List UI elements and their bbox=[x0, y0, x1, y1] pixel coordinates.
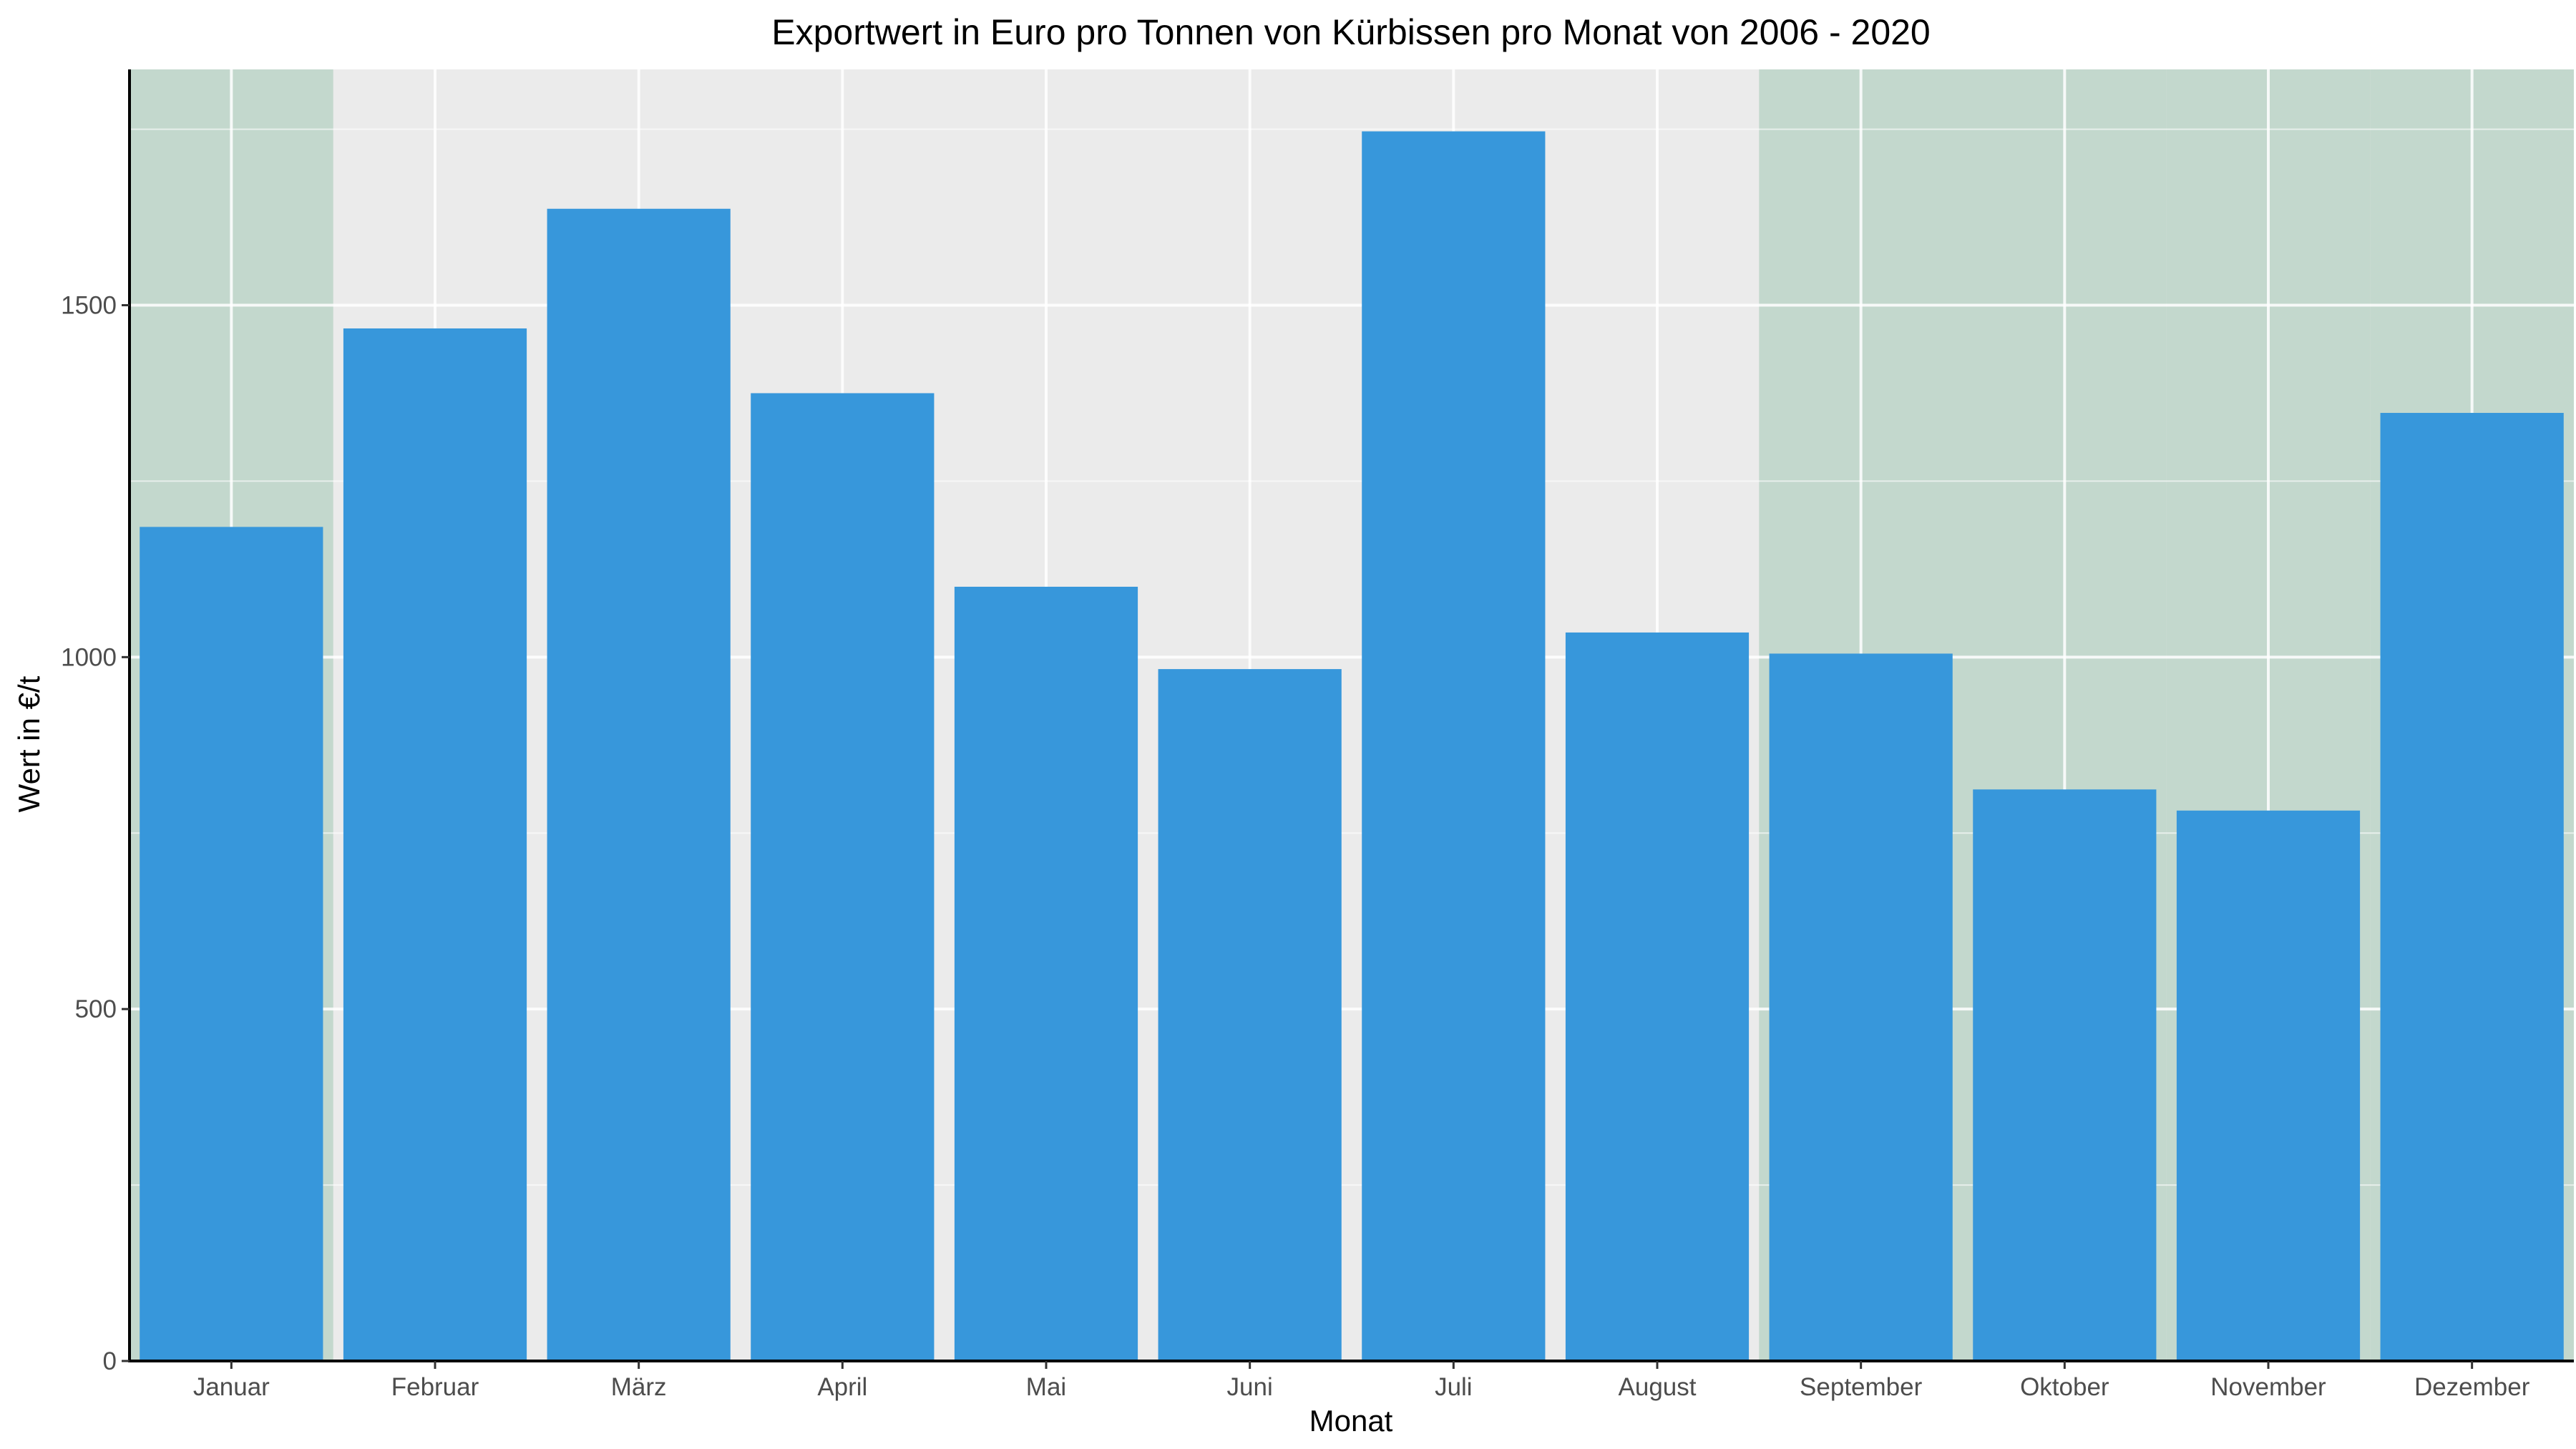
bar-august bbox=[1565, 632, 1750, 1361]
x-tick-label: Juli bbox=[1435, 1373, 1473, 1401]
y-tick-label: 1000 bbox=[61, 643, 117, 671]
bar-februar bbox=[343, 328, 527, 1361]
x-tick-label: April bbox=[817, 1373, 867, 1401]
x-tick-label: Dezember bbox=[2414, 1373, 2530, 1401]
x-tick-label: Mai bbox=[1026, 1373, 1066, 1401]
x-tick-label: Januar bbox=[193, 1373, 270, 1401]
bar-oktober bbox=[1973, 789, 2157, 1361]
bar-juli bbox=[1362, 131, 1546, 1362]
y-tick-label: 1500 bbox=[61, 292, 117, 320]
x-tick-label: März bbox=[611, 1373, 667, 1401]
x-tick-label: Februar bbox=[391, 1373, 479, 1401]
x-tick-label: August bbox=[1619, 1373, 1697, 1401]
x-axis-title: Monat bbox=[1309, 1404, 1393, 1438]
bar-april bbox=[751, 393, 935, 1362]
bar-märz bbox=[547, 208, 731, 1361]
y-tick-label: 0 bbox=[103, 1347, 117, 1375]
y-axis-title: Wert in €/t bbox=[12, 675, 46, 812]
bar-mai bbox=[954, 586, 1138, 1361]
x-tick-label: Juni bbox=[1227, 1373, 1273, 1401]
plot-area: 0 500 1000 1500 Januar Februar März April Mai Jun… bbox=[61, 69, 2574, 1401]
x-tick-label: November bbox=[2210, 1373, 2326, 1401]
y-tick-label: 500 bbox=[75, 995, 117, 1023]
bar-juni bbox=[1158, 669, 1342, 1361]
bar-november bbox=[2176, 810, 2361, 1361]
x-tick-label: September bbox=[1800, 1373, 1923, 1401]
x-tick-label: Oktober bbox=[2020, 1373, 2109, 1401]
bar-september bbox=[1769, 653, 1953, 1361]
bar-dezember bbox=[2380, 413, 2564, 1362]
bar-januar bbox=[140, 527, 323, 1361]
chart-title: Exportwert in Euro pro Tonnen von Kürbis… bbox=[771, 12, 1931, 52]
